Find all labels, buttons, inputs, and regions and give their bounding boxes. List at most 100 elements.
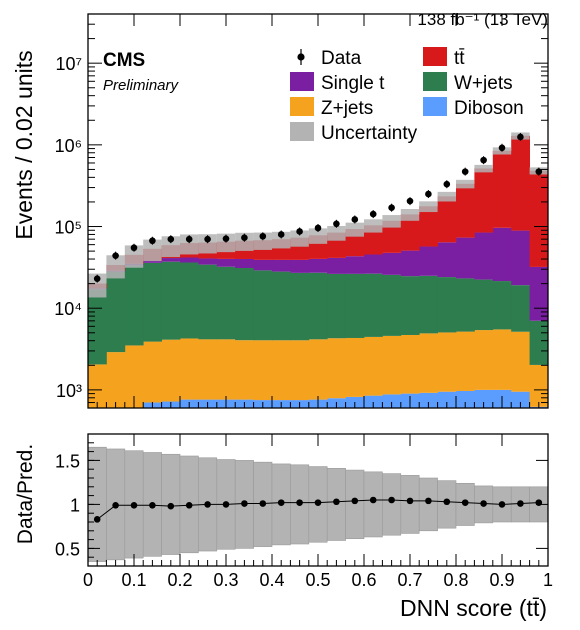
legend-swatch-w_jets bbox=[423, 72, 447, 91]
bar-ttbar bbox=[529, 170, 549, 267]
bar-w_jets bbox=[456, 278, 475, 332]
bar-diboson bbox=[511, 391, 530, 408]
uncertainty-box bbox=[419, 201, 438, 213]
bar-w_jets bbox=[419, 275, 438, 334]
uncertainty-box bbox=[198, 234, 217, 254]
xtick-label: 0.8 bbox=[443, 570, 468, 590]
legend-label-ttbar: tt̄ bbox=[454, 48, 465, 69]
data-point bbox=[535, 168, 543, 175]
uncertainty-box bbox=[216, 233, 236, 253]
xtick-label: 0.5 bbox=[305, 570, 330, 590]
bar-z_jets bbox=[437, 332, 457, 392]
data-point bbox=[277, 231, 285, 238]
axes: 10³ 10⁴ 10⁵ 10⁶ 10⁷ 0.5 1 1.5 0 0.1 0.2 0.3 0.4 0.5 0.… bbox=[54, 13, 553, 590]
bar-diboson bbox=[437, 391, 457, 408]
legend-swatch-uncertainty bbox=[290, 122, 314, 141]
bar-z_jets bbox=[216, 339, 236, 400]
ratio-point bbox=[296, 499, 303, 506]
bar-z_jets bbox=[345, 337, 365, 397]
legend-label-w_jets: W+jets bbox=[454, 73, 513, 94]
bar-single_t bbox=[327, 257, 346, 274]
top-ytick-label: 10³ bbox=[56, 381, 82, 401]
bar-diboson bbox=[364, 395, 383, 408]
bar-diboson bbox=[456, 390, 475, 408]
bar-z_jets bbox=[529, 364, 549, 407]
data-point bbox=[93, 275, 101, 282]
uncertainty-box bbox=[88, 273, 107, 298]
bar-w_jets bbox=[308, 272, 328, 340]
xtick-label: 0 bbox=[83, 570, 93, 590]
ratio-uncertainty-box bbox=[418, 477, 438, 532]
data-point bbox=[296, 228, 303, 235]
bar-single_t bbox=[492, 227, 512, 282]
xtick-label: 0.7 bbox=[397, 570, 422, 590]
xtick-label: 0.6 bbox=[351, 570, 376, 590]
xtick-label: 0.9 bbox=[489, 570, 514, 590]
data-point bbox=[167, 235, 175, 243]
data-point bbox=[443, 180, 451, 188]
xtick-label: 0.2 bbox=[167, 570, 192, 590]
ratio-point bbox=[149, 501, 156, 509]
top-ytick-label: 10⁷ bbox=[55, 54, 82, 74]
bar-ttbar bbox=[400, 214, 420, 251]
top-ytick-label: 10⁵ bbox=[55, 218, 82, 238]
uncertainty-box bbox=[345, 222, 364, 237]
legend: Data tt̄ Single t W+jets Z+jets Diboson Uncert… bbox=[290, 47, 524, 144]
uncertainty-box bbox=[474, 164, 493, 173]
bar-z_jets bbox=[456, 331, 475, 391]
legend-label-single_t: Single t bbox=[321, 73, 385, 94]
bar-single_t bbox=[529, 266, 549, 321]
bar-ttbar bbox=[474, 168, 494, 233]
bar-diboson bbox=[474, 389, 494, 408]
bar-z_jets bbox=[382, 335, 402, 395]
bar-ttbar bbox=[364, 225, 383, 255]
ratio-panel-data bbox=[93, 496, 543, 523]
ratio-point bbox=[369, 496, 377, 504]
ratio-uncertainty-box bbox=[382, 473, 402, 536]
ratio-point bbox=[480, 500, 487, 507]
bar-single_t bbox=[419, 246, 438, 276]
ratio-point bbox=[425, 497, 432, 505]
legend-label-data: Data bbox=[321, 48, 362, 69]
uncertainty-box bbox=[235, 232, 254, 251]
bar-single_t bbox=[400, 250, 420, 277]
data-point bbox=[112, 252, 119, 259]
bar-w_jets bbox=[124, 265, 144, 346]
bar-w_jets bbox=[161, 261, 181, 340]
bar-single_t bbox=[216, 258, 236, 267]
ratio-point bbox=[241, 500, 248, 507]
bar-single_t bbox=[253, 259, 273, 271]
bar-z_jets bbox=[419, 333, 438, 393]
uncertainty-box bbox=[161, 236, 180, 258]
legend-label-diboson: Diboson bbox=[454, 98, 524, 119]
data-point bbox=[130, 244, 138, 252]
bar-w_jets bbox=[511, 285, 530, 332]
bar-w_jets bbox=[364, 273, 383, 337]
data-point bbox=[480, 156, 487, 164]
bottom-ytick-label: 1.5 bbox=[55, 451, 80, 471]
bar-z_jets bbox=[143, 341, 162, 403]
bar-w_jets bbox=[382, 274, 402, 336]
ratio-point bbox=[204, 501, 211, 508]
ratio-uncertainty-box bbox=[400, 475, 420, 534]
uncertainty-box bbox=[272, 231, 291, 249]
bar-ttbar bbox=[492, 150, 512, 228]
ratio-point bbox=[222, 501, 230, 508]
ratio-point bbox=[406, 497, 414, 505]
bar-single_t bbox=[308, 258, 328, 273]
bar-w_jets bbox=[290, 272, 310, 341]
bar-ttbar bbox=[382, 220, 402, 253]
data-point bbox=[406, 197, 414, 205]
uncertainty-box bbox=[400, 209, 420, 221]
bar-single_t bbox=[235, 258, 254, 269]
uncertainty-box bbox=[253, 232, 272, 250]
bar-w_jets bbox=[106, 271, 126, 353]
ratio-point bbox=[185, 501, 193, 509]
bar-single_t bbox=[290, 259, 310, 273]
top-ytick-label: 10⁴ bbox=[54, 299, 82, 319]
bar-w_jets bbox=[400, 276, 420, 335]
bar-z_jets bbox=[474, 330, 494, 390]
uncertainty-box bbox=[180, 234, 199, 255]
bar-single_t bbox=[456, 237, 475, 279]
bar-w_jets bbox=[492, 281, 512, 330]
